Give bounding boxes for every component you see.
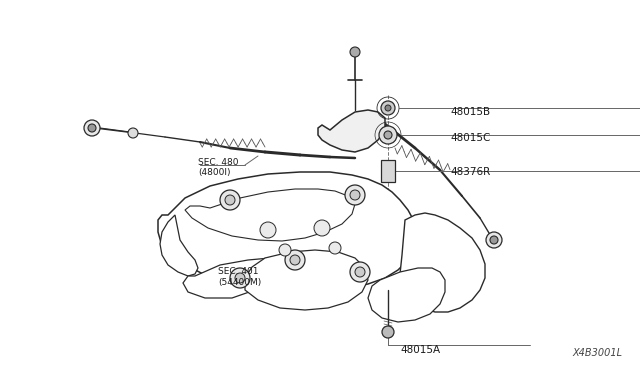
Polygon shape: [368, 268, 445, 322]
Text: SEC. 401: SEC. 401: [218, 267, 259, 276]
Polygon shape: [185, 189, 355, 241]
Circle shape: [350, 190, 360, 200]
Polygon shape: [245, 250, 368, 310]
Circle shape: [379, 126, 397, 144]
Polygon shape: [318, 110, 385, 152]
Text: (54400M): (54400M): [218, 278, 261, 286]
Text: X4B3001L: X4B3001L: [572, 348, 622, 358]
Circle shape: [88, 124, 96, 132]
Circle shape: [329, 242, 341, 254]
Circle shape: [490, 236, 498, 244]
Bar: [381, 160, 395, 182]
Circle shape: [225, 195, 235, 205]
Circle shape: [220, 190, 240, 210]
Polygon shape: [160, 215, 198, 276]
Polygon shape: [158, 172, 418, 292]
Circle shape: [279, 244, 291, 256]
Circle shape: [260, 222, 276, 238]
Text: 48015A: 48015A: [400, 345, 440, 355]
Circle shape: [235, 273, 245, 283]
Circle shape: [84, 120, 100, 136]
Circle shape: [314, 220, 330, 236]
Circle shape: [382, 326, 394, 338]
Circle shape: [385, 105, 391, 111]
Polygon shape: [183, 258, 280, 298]
Circle shape: [128, 128, 138, 138]
Text: 48015B: 48015B: [450, 107, 490, 117]
Text: SEC. 480: SEC. 480: [198, 157, 239, 167]
Text: (4800I): (4800I): [198, 167, 230, 176]
Circle shape: [355, 267, 365, 277]
Circle shape: [285, 250, 305, 270]
Circle shape: [350, 262, 370, 282]
Text: 48376R: 48376R: [450, 167, 490, 177]
Circle shape: [290, 255, 300, 265]
Circle shape: [381, 101, 395, 115]
Text: 48015C: 48015C: [450, 133, 490, 143]
Circle shape: [345, 185, 365, 205]
Circle shape: [350, 47, 360, 57]
Circle shape: [384, 131, 392, 139]
Circle shape: [230, 268, 250, 288]
Circle shape: [486, 232, 502, 248]
Polygon shape: [400, 213, 485, 312]
